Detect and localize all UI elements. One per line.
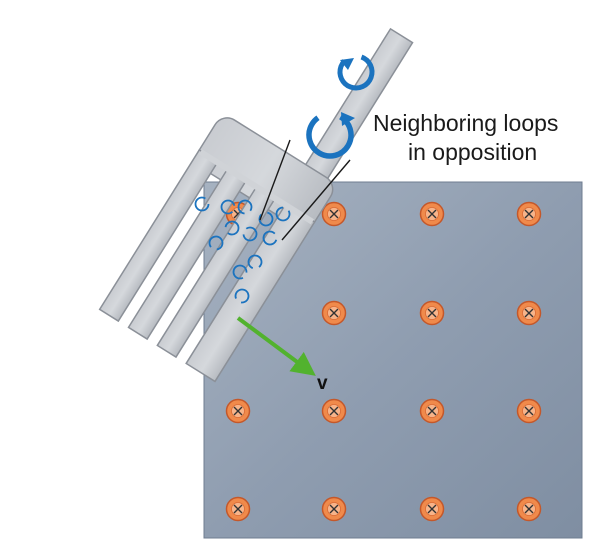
into-page-x-icon <box>516 398 542 424</box>
velocity-arrow <box>236 316 316 376</box>
into-page-x-icon <box>321 201 347 227</box>
circular-arrow-icon <box>258 211 274 227</box>
circular-arrow-icon <box>275 206 291 222</box>
circular-arrow-icon <box>262 230 278 246</box>
into-page-x-icon <box>516 496 542 522</box>
magnetic-field-region <box>203 181 583 539</box>
annotation-line-2: in opposition <box>408 139 537 165</box>
circular-arrow-icon <box>220 199 236 215</box>
circular-arrow-icon <box>306 111 355 159</box>
into-page-x-icon <box>225 398 251 424</box>
circular-arrow-icon <box>247 254 263 270</box>
into-page-x-icon <box>419 496 445 522</box>
circular-arrow-icon <box>242 226 258 242</box>
circular-arrow-icon <box>194 196 210 212</box>
into-page-x-icon <box>419 398 445 424</box>
circular-arrow-icon <box>224 220 240 236</box>
circular-arrow-icon <box>232 264 248 280</box>
into-page-x-icon <box>419 201 445 227</box>
slotted-metal-plate <box>98 27 414 383</box>
into-page-x-icon <box>225 496 251 522</box>
into-page-x-icon <box>321 398 347 424</box>
circular-arrow-icon <box>237 199 253 215</box>
annotation-leader-line <box>259 139 291 221</box>
into-page-x-icon <box>516 201 542 227</box>
into-page-x-icon <box>516 300 542 326</box>
annotation-line-1: Neighboring loops <box>373 110 558 136</box>
eddy-current-loops <box>194 196 291 304</box>
annotation-leader-line <box>281 159 351 241</box>
circular-arrow-icon <box>337 53 375 91</box>
circular-arrow-icon <box>208 235 224 251</box>
into-page-x-icon <box>321 300 347 326</box>
velocity-label: v <box>317 373 328 394</box>
field-marker-grid <box>225 201 542 522</box>
into-page-x-icon <box>419 300 445 326</box>
into-page-x-icon <box>321 496 347 522</box>
circular-arrow-icon <box>234 288 250 304</box>
